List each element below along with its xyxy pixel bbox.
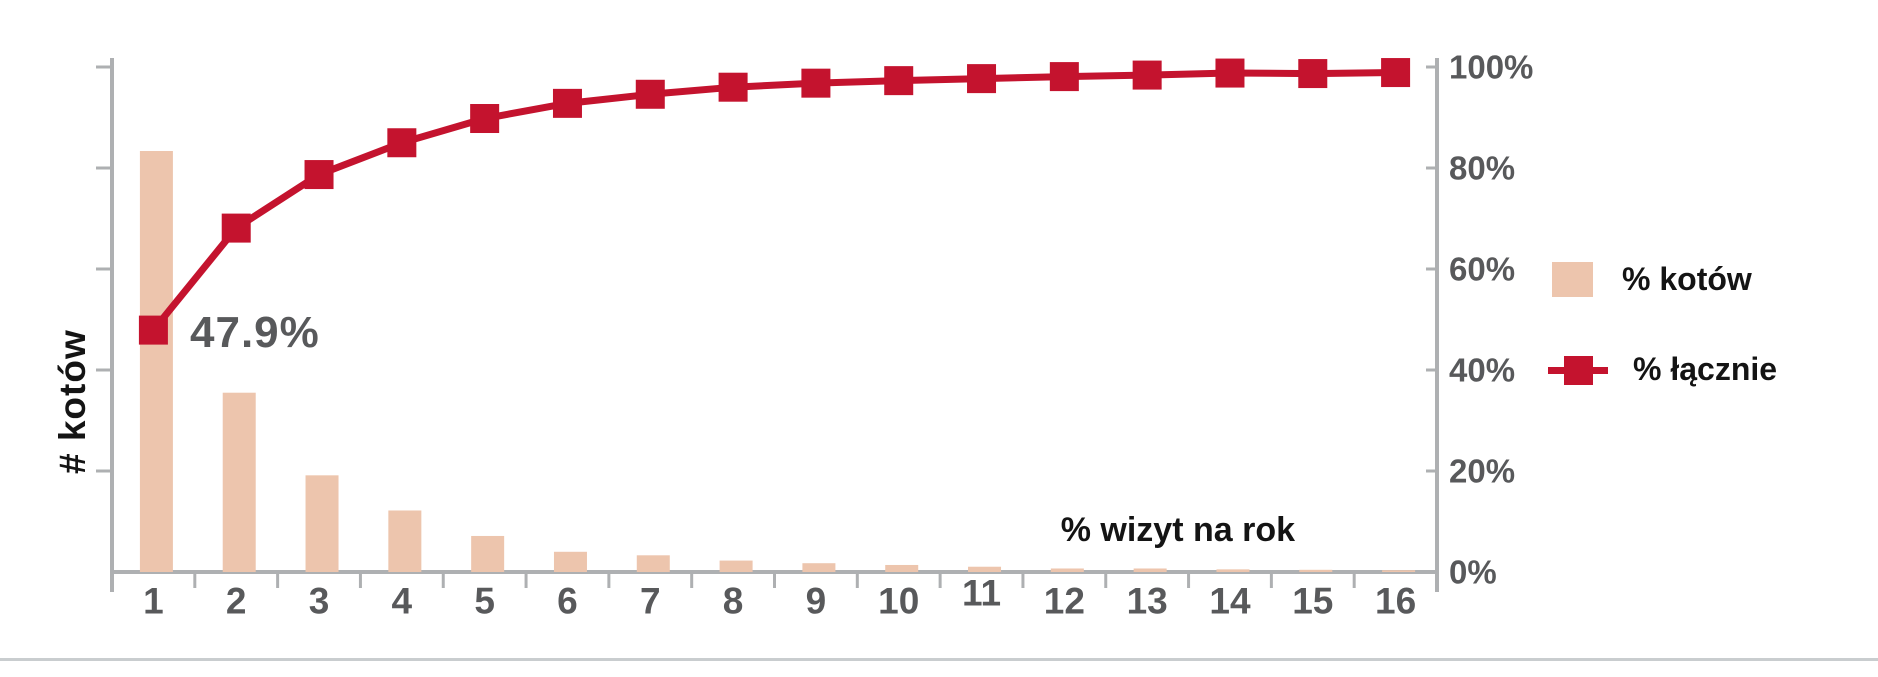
y-axis-right-tick-label: 80% — [1449, 150, 1515, 187]
y-axis-right-tick-label: 100% — [1449, 49, 1533, 86]
y-axis-right-tick-label: 0% — [1449, 554, 1497, 591]
line-marker — [1049, 62, 1079, 92]
line-marker — [635, 79, 665, 109]
x-axis-tick-label: 9 — [806, 581, 827, 622]
bar — [636, 555, 670, 572]
line-marker — [1132, 60, 1162, 90]
legend-label-bars: % kotów — [1622, 260, 1752, 297]
x-axis-tick-label: 1 — [143, 581, 164, 622]
y-axis-right-tick-label: 60% — [1449, 251, 1515, 288]
bar — [139, 151, 173, 572]
bar — [1382, 570, 1416, 572]
line-marker — [1381, 58, 1411, 88]
x-axis-tick-label: 2 — [226, 581, 247, 622]
x-axis-tick-label: 13 — [1127, 581, 1168, 622]
x-axis-title: % wizyt na rok — [1060, 511, 1295, 549]
line-marker — [552, 88, 582, 118]
bar — [1133, 568, 1167, 572]
bar — [305, 475, 339, 572]
first-point-annotation: 47.9% — [190, 308, 320, 357]
legend-bar-swatch-icon — [1552, 261, 1593, 297]
bar — [222, 392, 256, 572]
bar — [719, 560, 753, 572]
x-axis-tick-label: 8 — [723, 581, 744, 622]
y-axis-title: # kotów — [52, 329, 93, 475]
bar — [553, 551, 587, 572]
bottom-divider — [0, 658, 1878, 661]
bar — [968, 566, 1002, 572]
cumulative-line — [150, 69, 1396, 333]
legend-line-swatch-icon — [1548, 355, 1608, 385]
x-axis-tick-label: 11 — [962, 573, 1001, 614]
x-axis-tick-label: 7 — [640, 581, 661, 622]
bar — [885, 564, 919, 572]
legend-item-bars: % kotów — [1552, 261, 1752, 297]
legend: % kotów % łącznie — [1548, 0, 1872, 677]
line-marker — [718, 72, 748, 102]
x-axis-tick-label: 12 — [1044, 581, 1085, 622]
x-axis-tick-label: 6 — [557, 581, 578, 622]
line-marker — [967, 64, 997, 94]
bar — [388, 510, 422, 572]
y-axis-right-tick-label: 20% — [1449, 453, 1515, 490]
x-axis-tick-label: 10 — [878, 581, 919, 622]
line-marker — [138, 315, 168, 345]
line-marker — [304, 160, 334, 190]
x-axis-tick-label: 4 — [392, 581, 413, 622]
line-marker — [221, 213, 251, 243]
y-axis-right-tick-label: 40% — [1449, 352, 1515, 389]
bar — [1050, 568, 1084, 572]
x-axis-tick-label: 14 — [1209, 581, 1251, 622]
line-marker — [884, 66, 914, 96]
legend-item-line: % łącznie — [1548, 351, 1778, 387]
bar — [471, 535, 505, 572]
line-marker — [801, 68, 831, 98]
legend-label-line: % łącznie — [1633, 351, 1778, 387]
line-marker — [387, 128, 417, 158]
bar — [802, 563, 836, 572]
line-marker — [1298, 59, 1328, 89]
x-axis-tick-label: 3 — [309, 581, 330, 622]
line-marker — [470, 104, 500, 134]
bar — [1299, 569, 1333, 572]
x-axis-tick-label: 5 — [474, 581, 495, 622]
bar — [1216, 569, 1250, 572]
x-axis-tick-label: 16 — [1375, 581, 1416, 622]
x-axis-tick-label: 15 — [1292, 581, 1333, 622]
line-marker — [1215, 58, 1245, 88]
